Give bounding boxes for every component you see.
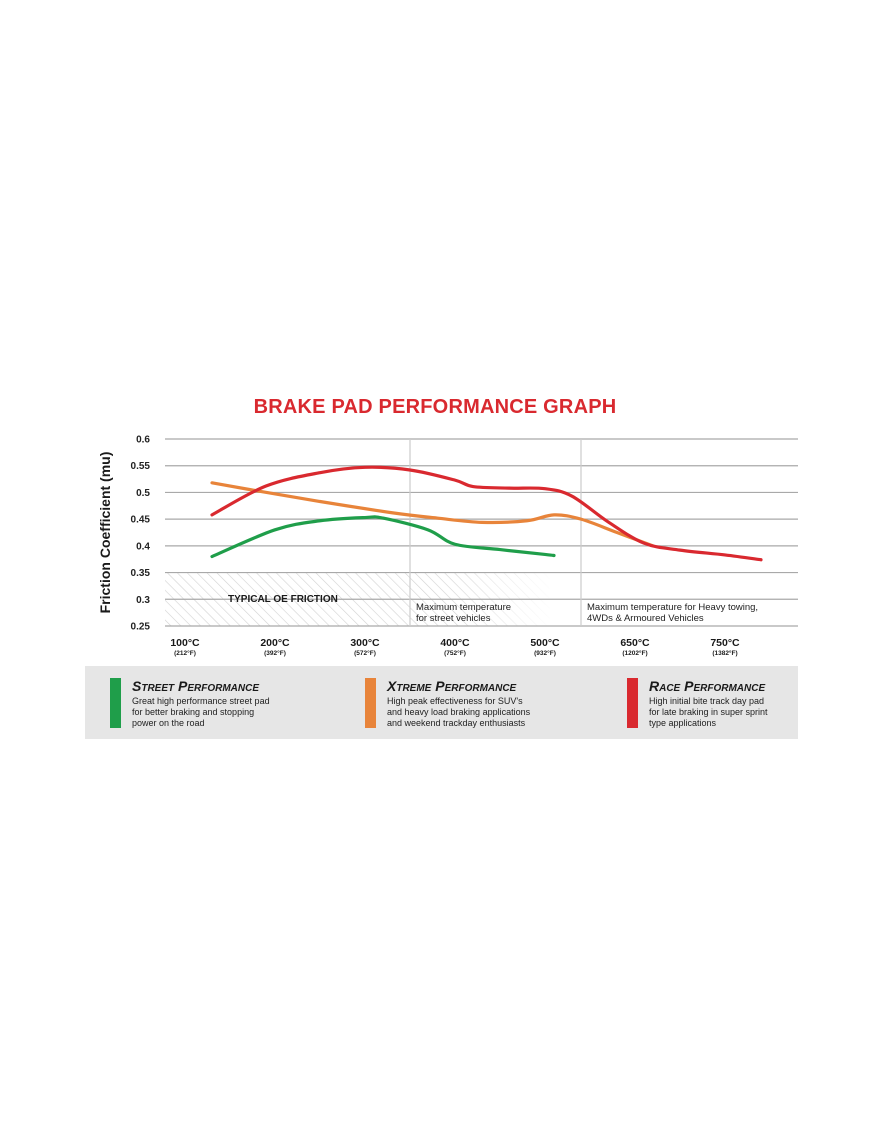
- x-tick-sublabel: (392°F): [264, 649, 286, 657]
- legend-desc-line: Great high performance street pad: [132, 696, 270, 706]
- legend: Street Performance Great high performance…: [85, 666, 798, 739]
- x-tick-label: 100°C: [170, 637, 200, 649]
- legend-swatch-race: [627, 678, 638, 728]
- legend-desc-race: High initial bite track day pad for late …: [649, 696, 824, 729]
- legend-desc-line: type applications: [649, 718, 717, 728]
- y-tick-label: 0.45: [131, 515, 151, 526]
- heavy-max-temp-label: 4WDs & Armoured Vehicles: [587, 613, 704, 624]
- x-tick-sublabel: (932°F): [534, 649, 556, 657]
- legend-desc-line: and heavy load braking applications: [387, 707, 531, 717]
- street-max-temp-label: Maximum temperature: [416, 602, 511, 613]
- chart-title: BRAKE PAD PERFORMANCE GRAPH: [253, 396, 617, 418]
- x-tick-sublabel: (212°F): [174, 649, 196, 657]
- legend-desc-line: and weekend trackday enthusiasts: [387, 718, 526, 728]
- x-tick-sublabel: (1382°F): [712, 649, 737, 657]
- legend-name-street: Street Performance: [132, 678, 260, 694]
- legend-name-xtreme: Xtreme Performance: [387, 678, 517, 694]
- legend-swatch-street: [110, 678, 121, 728]
- street-performance-line: [210, 515, 556, 559]
- legend-text: Race Performance High initial bite track …: [649, 678, 824, 729]
- xtreme-performance-line: [210, 481, 655, 548]
- x-tick-sublabel: (572°F): [354, 649, 376, 657]
- y-tick-label: 0.25: [131, 622, 151, 633]
- legend-text: Xtreme Performance High peak effectivenes…: [387, 678, 562, 729]
- legend-desc-line: for better braking and stopping: [132, 707, 255, 717]
- x-tick-label: 400°C: [440, 637, 470, 649]
- chart-plot: 0.6 0.55 0.5 0.45 0.4 0.35 0.3 0.25 Friction Coe…: [97, 435, 798, 657]
- legend-swatch-xtreme: [365, 678, 376, 728]
- x-tick-sublabel: (752°F): [444, 649, 466, 657]
- x-tick-label: 650°C: [620, 637, 650, 649]
- y-tick-label: 0.35: [131, 568, 151, 579]
- y-tick-label: 0.5: [136, 488, 150, 499]
- legend-desc-xtreme: High peak effectiveness for SUV's and hea…: [387, 696, 562, 729]
- y-axis-label: Friction Coefficient (mu): [97, 452, 113, 614]
- x-tick-label: 750°C: [710, 637, 740, 649]
- legend-text: Street Performance Great high performance…: [132, 678, 307, 729]
- legend-desc-line: for late braking in super sprint: [649, 707, 768, 717]
- x-tick-label: 200°C: [260, 637, 290, 649]
- x-tick-label: 500°C: [530, 637, 560, 649]
- legend-desc-line: High peak effectiveness for SUV's: [387, 696, 523, 706]
- y-tick-label: 0.6: [136, 435, 150, 446]
- legend-desc-street: Great high performance street pad for bet…: [132, 696, 307, 729]
- y-tick-label: 0.4: [136, 541, 150, 552]
- legend-desc-line: power on the road: [132, 718, 205, 728]
- street-max-temp-label: for street vehicles: [416, 613, 491, 624]
- y-tick-label: 0.55: [131, 461, 151, 472]
- y-tick-label: 0.3: [136, 595, 150, 606]
- x-tick-sublabel: (1202°F): [622, 649, 647, 657]
- x-tick-label: 300°C: [350, 637, 380, 649]
- typical-oe-label: TYPICAL OE FRICTION: [228, 594, 338, 605]
- race-performance-line: [210, 465, 763, 562]
- heavy-max-temp-label: Maximum temperature for Heavy towing,: [587, 602, 758, 613]
- legend-desc-line: High initial bite track day pad: [649, 696, 765, 706]
- legend-name-race: Race Performance: [649, 678, 766, 694]
